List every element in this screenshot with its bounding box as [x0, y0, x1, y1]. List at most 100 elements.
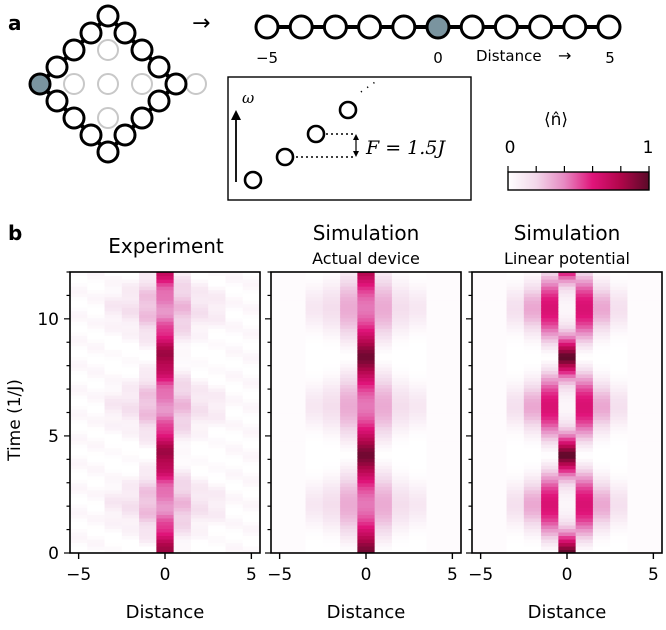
heatmap-cell	[523, 531, 542, 537]
heatmap-title-sim-linear: Simulation	[514, 221, 621, 245]
heatmap-cell	[426, 272, 445, 277]
heatmap-cell	[156, 549, 175, 553]
heatmap-cell	[173, 279, 192, 284]
heatmap-cell	[627, 433, 646, 438]
heatmap-cell	[288, 307, 307, 312]
chain-site	[391, 14, 417, 40]
heatmap-cell	[242, 444, 260, 449]
heatmap-cell	[87, 465, 106, 470]
heatmap-cell	[70, 286, 88, 291]
heatmap-cell	[489, 542, 508, 547]
heatmap-cell	[173, 405, 192, 410]
heatmap-cell	[104, 282, 123, 287]
heatmap-cell	[305, 510, 324, 515]
heatmap-cell	[357, 444, 376, 449]
heatmap-cell	[208, 289, 227, 294]
heatmap-cell	[472, 293, 490, 298]
heatmap-cell	[121, 408, 140, 414]
heatmap-cell	[305, 531, 324, 537]
heatmap-cell	[322, 370, 341, 375]
heatmap-cell	[288, 496, 307, 501]
heatmap-cell	[340, 377, 358, 382]
heatmap-cell	[305, 387, 324, 393]
heatmap-cell	[190, 321, 209, 326]
heatmap-cell	[305, 517, 324, 522]
heatmap-cell	[592, 514, 611, 519]
heatmap-cell	[340, 444, 358, 449]
heatmap-cell	[391, 454, 410, 459]
heatmap-cell	[558, 398, 577, 403]
heatmap-cell	[288, 514, 307, 519]
heatmap-cell	[288, 500, 307, 505]
heatmap-cell	[506, 461, 525, 466]
heatmap-cell	[305, 391, 324, 396]
heatmap-cell	[242, 440, 260, 445]
heatmap-cell	[357, 479, 376, 484]
heatmap-cell	[644, 272, 662, 277]
heatmap-cell	[242, 370, 260, 375]
heatmap-cell	[87, 328, 106, 333]
heatmap-cell	[426, 279, 445, 284]
heatmap-cell	[558, 401, 577, 407]
heatmap-cell	[121, 468, 140, 473]
heatmap-cell	[190, 521, 209, 526]
heatmap-cell	[305, 373, 324, 378]
heatmap-cell	[558, 430, 577, 435]
heatmap-cell	[242, 373, 260, 378]
heatmap-cell	[541, 493, 559, 498]
heatmap-cell	[374, 524, 393, 530]
heatmap-cell	[409, 345, 428, 350]
heatmap-cell	[305, 405, 324, 410]
heatmap-cell	[271, 451, 289, 456]
heatmap-cell	[644, 531, 662, 537]
heatmap-cell	[121, 394, 140, 400]
heatmap-cell	[173, 338, 192, 343]
heatmap-cell	[208, 335, 227, 340]
heatmap-cell	[443, 503, 461, 508]
heatmap-cell	[340, 303, 358, 308]
heatmap-cell	[472, 500, 490, 505]
ring-site	[96, 4, 120, 28]
heatmap-cell	[225, 521, 244, 526]
heatmap-cell	[225, 549, 244, 553]
heatmap-cell	[225, 493, 244, 498]
heatmap-cell	[271, 272, 289, 277]
heatmap-cell	[558, 366, 577, 371]
heatmap-cell	[644, 345, 662, 350]
heatmap-cell	[489, 419, 508, 424]
heatmap-cell	[305, 468, 324, 473]
heatmap-cell	[139, 419, 157, 424]
heatmap-cell	[70, 272, 88, 277]
heatmap-cell	[225, 384, 244, 389]
heatmap-cell	[472, 352, 490, 357]
heatmap-cell	[322, 542, 341, 547]
heatmap-cell	[271, 496, 289, 501]
colorbar-ticks	[507, 166, 650, 172]
heatmap-cell	[627, 486, 646, 491]
heatmap-cell	[340, 338, 358, 343]
heatmap-cell	[357, 521, 376, 526]
heatmap-cell	[592, 380, 611, 385]
heatmap-cell	[156, 310, 175, 315]
heatmap-cell	[523, 394, 542, 400]
heatmap-cell	[472, 356, 490, 361]
heatmap-cell	[409, 461, 428, 466]
heatmap-cell	[610, 430, 629, 435]
heatmap-cell	[173, 437, 192, 442]
heatmap-cell	[70, 307, 88, 312]
heatmap-cell	[139, 380, 157, 385]
heatmap-cell	[575, 331, 594, 336]
heatmap-cell	[322, 433, 341, 438]
heatmap-cell	[288, 507, 307, 512]
heatmap-cell	[104, 461, 123, 466]
heatmap-cell	[156, 461, 175, 466]
heatmap-cell	[288, 401, 307, 407]
heatmap-cell	[242, 416, 260, 421]
heatmap-cell	[391, 514, 410, 519]
heatmap-cell	[558, 331, 577, 336]
heatmap-cell	[489, 408, 508, 414]
heatmap-cell	[173, 366, 192, 371]
heatmap-cell	[409, 433, 428, 438]
heatmap-cell	[472, 542, 490, 547]
heatmap-cell	[357, 545, 376, 551]
